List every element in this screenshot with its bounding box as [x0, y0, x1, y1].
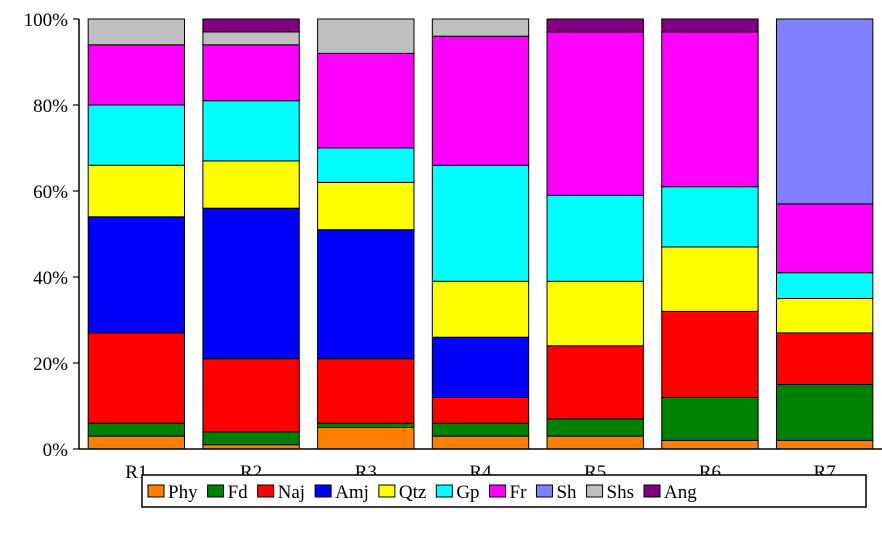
bar-segment-r4-fd [431, 422, 530, 437]
legend-swatch-qtz [378, 484, 396, 498]
bar-segment-r5-qtz [546, 280, 644, 347]
bar-segment-r2-naj [202, 358, 300, 433]
bar-segment-r5-fr [546, 31, 644, 196]
legend-label-fd: Fd [228, 482, 249, 503]
bar-segment-r2-amj [202, 207, 300, 360]
bar-segment-r1-fd [87, 422, 186, 437]
y-tick-label: 40% [33, 268, 68, 289]
bar-segment-r4-qtz [431, 280, 530, 338]
bar-segment-r7-sh [775, 18, 874, 205]
bar-segment-r4-fr [431, 35, 530, 166]
bar-segment-r3-naj [317, 358, 415, 424]
bar-segment-r3-fr [317, 52, 415, 149]
y-tick-label: 0% [43, 440, 69, 461]
legend-swatch-shs [586, 484, 604, 498]
legend-swatch-fd [207, 484, 225, 498]
bar-segment-r6-ang [661, 18, 759, 33]
bar-segment-r6-qtz [661, 246, 759, 312]
bar-segment-r7-qtz [775, 298, 874, 334]
axes-layer [78, 19, 882, 450]
bar-segment-r6-naj [661, 310, 759, 398]
bar-segment-r1-qtz [87, 164, 186, 218]
legend-label-ang: Ang [664, 482, 697, 503]
legend-label-phy: Phy [168, 482, 198, 503]
bar-segment-r4-gp [431, 164, 530, 282]
bar-segment-r5-fd [546, 418, 644, 437]
bar-segment-r7-phy [775, 439, 874, 450]
legend-label-amj: Amj [335, 482, 369, 503]
legend-label-gp: Gp [456, 482, 479, 503]
legend-swatch-naj [257, 484, 275, 498]
bar-segment-r1-gp [87, 104, 186, 166]
bar-segment-r2-qtz [202, 160, 300, 209]
legend: Phy Fd Naj Amj Qtz Gp Fr Sh Shs Ang [141, 474, 867, 508]
legend-swatch-amj [314, 484, 332, 498]
bar-segment-r6-gp [661, 186, 759, 248]
bar-segment-r6-phy [661, 439, 759, 450]
legend-label-shs: Shs [607, 482, 634, 503]
bar-segment-r7-fd [775, 384, 874, 441]
legend-swatch-phy [147, 484, 165, 498]
legend-label-sh: Sh [556, 482, 577, 503]
bar-segment-r5-gp [546, 194, 644, 282]
bar-segment-r5-phy [546, 435, 644, 450]
bar-segment-r2-ang [202, 18, 300, 33]
y-tick-label: 80% [33, 96, 68, 117]
bar-segment-r1-fr [87, 44, 186, 106]
legend-label-qtz: Qtz [399, 482, 426, 503]
y-tick-label: 60% [33, 182, 68, 203]
bar-segment-r2-fr [202, 44, 300, 102]
y-tick-label: 20% [33, 354, 68, 375]
bar-segment-r2-gp [202, 100, 300, 162]
bar-segment-r3-phy [317, 427, 415, 450]
bar-segment-r3-amj [317, 229, 415, 360]
bar-segment-r1-amj [87, 216, 186, 334]
y-tick-label: 100% [24, 10, 69, 31]
legend-swatch-gp [435, 484, 453, 498]
bar-segment-r7-fr [775, 203, 874, 274]
bar-segment-r5-naj [546, 345, 644, 420]
bar-segment-r6-fd [661, 396, 759, 441]
bar-segment-r4-naj [431, 396, 530, 424]
bar-segment-r4-phy [431, 435, 530, 450]
bar-segment-r7-gp [775, 272, 874, 300]
bar-segment-r6-fr [661, 31, 759, 188]
legend-label-naj: Naj [278, 482, 305, 503]
bar-segment-r3-gp [317, 147, 415, 183]
bar-segment-r4-shs [431, 18, 530, 37]
bar-segment-r1-phy [87, 435, 186, 450]
legend-swatch-fr [489, 484, 507, 498]
bar-segment-r7-naj [775, 332, 874, 385]
bar-segment-r5-ang [546, 18, 644, 33]
bar-segment-r1-shs [87, 18, 186, 46]
legend-swatch-ang [643, 484, 661, 498]
bar-segment-r3-qtz [317, 181, 415, 231]
bar-segment-r3-shs [317, 18, 415, 54]
bar-segment-r2-fd [202, 431, 300, 446]
bar-segment-r4-amj [431, 336, 530, 398]
legend-swatch-sh [535, 484, 553, 498]
bars-layer [87, 18, 874, 450]
bar-segment-r3-fd [317, 422, 415, 429]
legend-label-fr: Fr [510, 482, 528, 503]
bar-segment-r1-naj [87, 332, 186, 424]
bar-segment-r2-shs [202, 31, 300, 46]
